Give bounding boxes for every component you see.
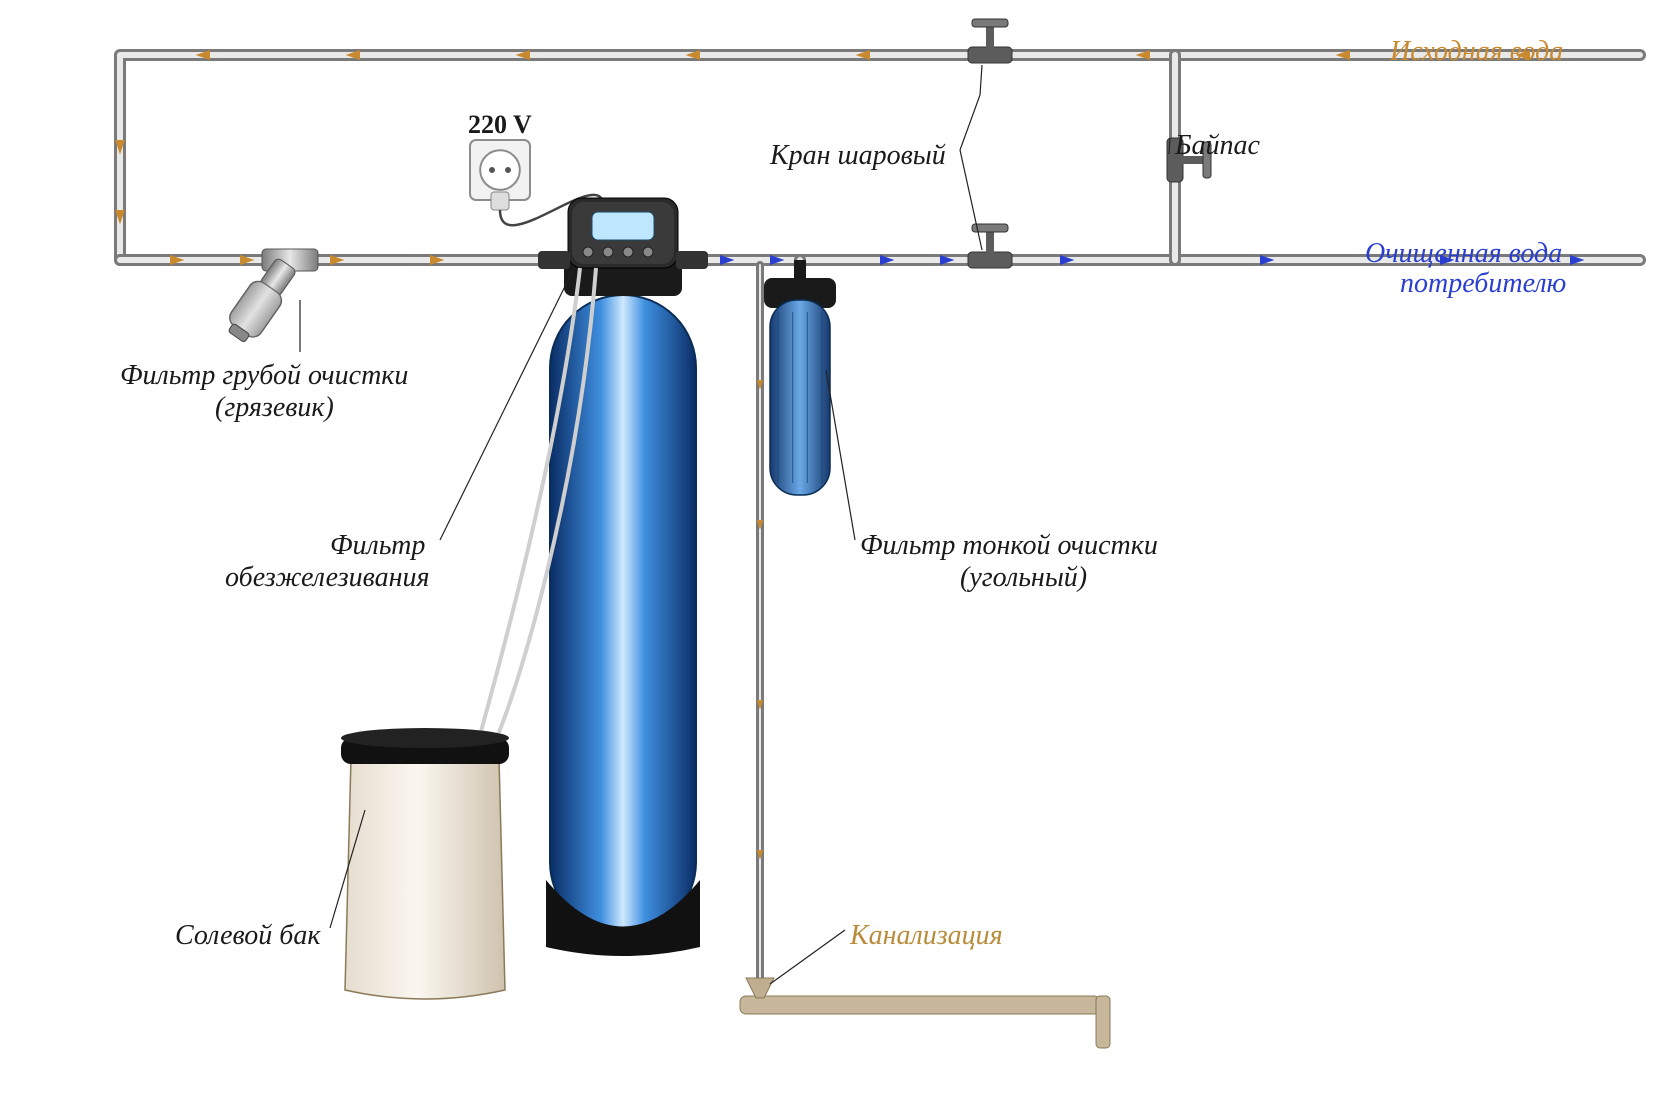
diagram-canvas: Исходная вода Очищенная водапотребителю Ба… <box>0 0 1680 1120</box>
label-bypass: Байпас <box>1175 130 1260 162</box>
label-salt: Солевой бак <box>175 920 320 952</box>
label-inlet: Исходная вода <box>1390 36 1563 68</box>
label-iron2: обезжелезивания <box>225 562 430 594</box>
label-coarse2: (грязевик) <box>215 392 334 424</box>
drain-pipe-icon <box>740 996 1100 1014</box>
label-v220: 220 V <box>468 110 532 140</box>
label-outlet1: Очищенная вода <box>1365 238 1562 270</box>
label-iron1: Фильтр <box>330 530 425 562</box>
iron-removal-tank-icon <box>538 198 708 956</box>
ball-valve-top-icon <box>968 19 1012 63</box>
label-ballvalve: Кран шаровый <box>770 140 946 172</box>
fine-filter-icon <box>764 260 836 495</box>
salt-bin-icon <box>341 728 509 999</box>
label-fine1: Фильтр тонкой очистки <box>860 530 1158 562</box>
label-drain: Канализация <box>850 920 1003 952</box>
label-coarse1: Фильтр грубой очистки <box>120 360 408 392</box>
label-fine2: (угольный) <box>960 562 1087 594</box>
ball-valve-mid-icon <box>968 224 1012 268</box>
power-socket-icon <box>470 140 530 210</box>
label-outlet2: потребителю <box>1400 268 1566 300</box>
